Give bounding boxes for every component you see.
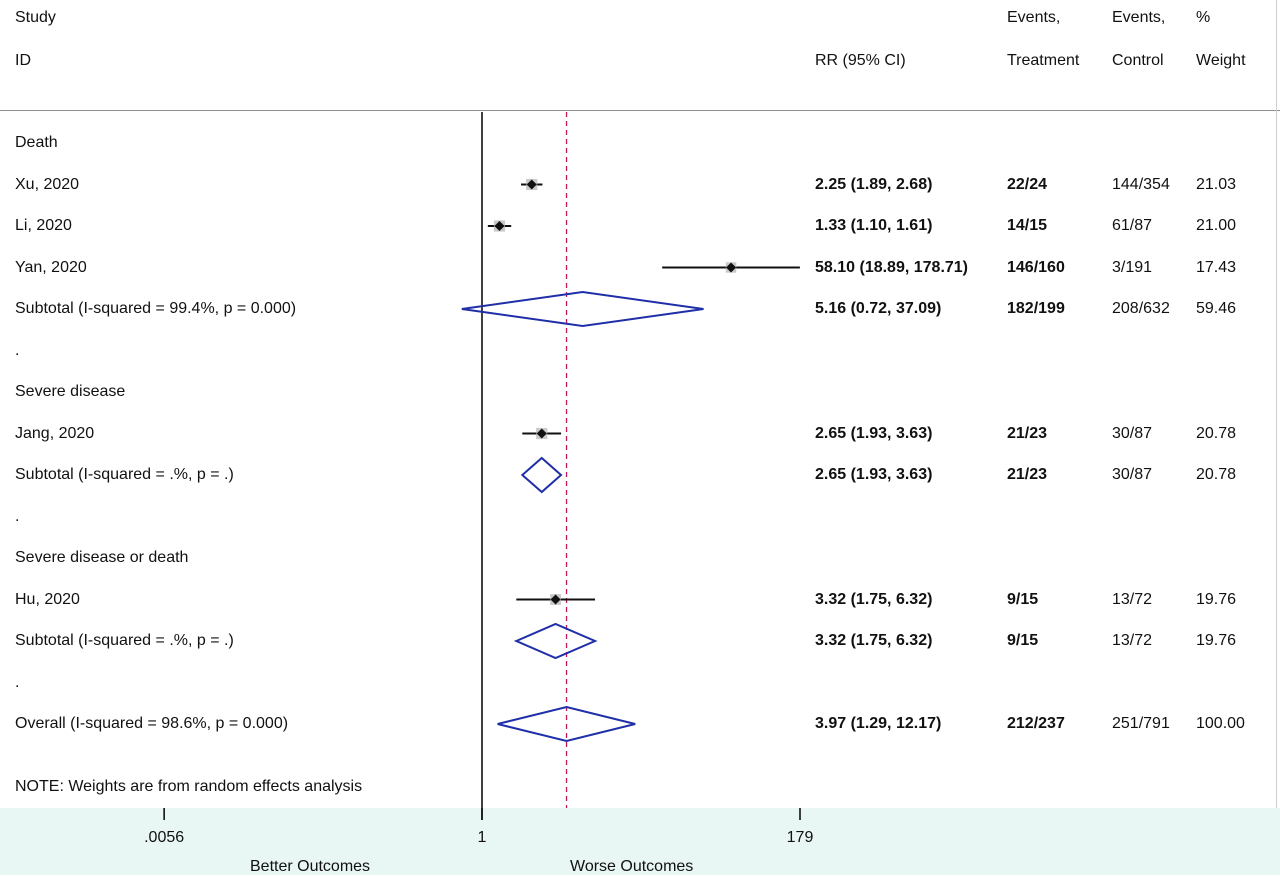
events-control-value: 13/72 [1112, 632, 1153, 649]
point-estimate [494, 221, 505, 231]
point-estimate [550, 594, 561, 605]
row-label-subtotal: Subtotal (I-squared = .%, p = .) [15, 466, 234, 483]
events-control-value: 30/87 [1112, 424, 1153, 442]
events-treatment-value: 21/23 [1007, 424, 1048, 442]
point-estimate [726, 262, 737, 273]
subtotal-diamond [520, 456, 563, 494]
axis-tick-label: 1 [477, 829, 487, 846]
id-header: ID [15, 52, 31, 69]
weight-value: 19.76 [1196, 590, 1237, 608]
weight-value: 21.00 [1196, 217, 1237, 234]
events-control-value: 30/87 [1112, 466, 1153, 483]
row-label-spacer: . [15, 341, 20, 359]
row-label-study: Yan, 2020 [15, 258, 87, 276]
events-treatment-value: 9/15 [1007, 632, 1039, 649]
events-control-value: 3/191 [1112, 258, 1153, 276]
axis-left-label: Better Outcomes [250, 858, 371, 875]
events-treatment-value: 21/23 [1007, 466, 1048, 483]
weight-header-2: Weight [1196, 52, 1246, 69]
axis-tick-label: 179 [786, 829, 814, 846]
events-treatment-value: 182/199 [1007, 300, 1065, 317]
header-divider [0, 110, 1280, 111]
events-control-value: 208/632 [1112, 300, 1170, 317]
rr-ci-value: 2.25 (1.89, 2.68) [815, 175, 933, 193]
point-estimate [536, 428, 547, 439]
events-control-value: 251/791 [1112, 715, 1170, 732]
subtotal-diamond [513, 622, 598, 660]
row-label-study: Jang, 2020 [15, 424, 95, 442]
row-label-subtotal: Subtotal (I-squared = .%, p = .) [15, 632, 234, 649]
row-label-group: Severe disease [15, 383, 126, 400]
row-label-group: Severe disease or death [15, 549, 189, 566]
events-control-value: 13/72 [1112, 590, 1153, 608]
events-control-value: 144/354 [1112, 175, 1170, 193]
rr-ci-value: 5.16 (0.72, 37.09) [815, 300, 942, 317]
events-treatment-value: 22/24 [1007, 175, 1048, 193]
row-label-subtotal: Subtotal (I-squared = 99.4%, p = 0.000) [15, 300, 297, 317]
events-treatment-header-2: Treatment [1007, 52, 1080, 69]
events-treatment-value: 9/15 [1007, 590, 1039, 608]
weight-value: 17.43 [1196, 258, 1237, 276]
row-label-spacer: . [15, 673, 20, 691]
axis-tick-label: .0056 [144, 829, 185, 846]
rr-header: RR (95% CI) [815, 52, 906, 69]
row-label-group: Death [15, 134, 58, 151]
row-label-study: Xu, 2020 [15, 175, 80, 193]
axis-band [0, 808, 1280, 875]
weight-value: 20.78 [1196, 466, 1237, 483]
weight-value: 19.76 [1196, 632, 1237, 649]
rr-ci-value: 2.65 (1.93, 3.63) [815, 466, 933, 483]
weight-value: 100.00 [1196, 715, 1245, 732]
row-label-study: Li, 2020 [15, 217, 72, 234]
events-treatment-value: 146/160 [1007, 258, 1065, 276]
axis-right-label: Worse Outcomes [570, 858, 694, 875]
events-control-value: 61/87 [1112, 217, 1153, 234]
events-control-header-1: Events, [1112, 9, 1166, 26]
rr-ci-value: 3.32 (1.75, 6.32) [815, 632, 933, 649]
weight-value: 21.03 [1196, 175, 1237, 193]
row-label-overall: Overall (I-squared = 98.6%, p = 0.000) [15, 715, 289, 732]
point-estimate [526, 179, 537, 190]
weight-value: 59.46 [1196, 300, 1237, 317]
events-control-header-2: Control [1112, 52, 1164, 69]
study-header: Study [15, 9, 56, 26]
rr-ci-value: 3.32 (1.75, 6.32) [815, 590, 933, 608]
events-treatment-value: 212/237 [1007, 715, 1065, 732]
rr-ci-value: 1.33 (1.10, 1.61) [815, 217, 933, 234]
rr-ci-value: 2.65 (1.93, 3.63) [815, 424, 933, 442]
rr-ci-value: 58.10 (18.89, 178.71) [815, 258, 969, 276]
subtotal-diamond [461, 290, 704, 328]
events-treatment-value: 14/15 [1007, 217, 1048, 234]
weight-header-1: % [1196, 9, 1211, 26]
weight-value: 20.78 [1196, 424, 1237, 442]
overall-diamond [497, 705, 636, 743]
events-treatment-header-1: Events, [1007, 9, 1061, 26]
row-label-spacer: . [15, 507, 20, 525]
right-border [1276, 0, 1277, 808]
rr-ci-value: 3.97 (1.29, 12.17) [815, 715, 942, 732]
footer-note: NOTE: Weights are from random effects an… [15, 778, 363, 795]
row-label-study: Hu, 2020 [15, 590, 80, 608]
